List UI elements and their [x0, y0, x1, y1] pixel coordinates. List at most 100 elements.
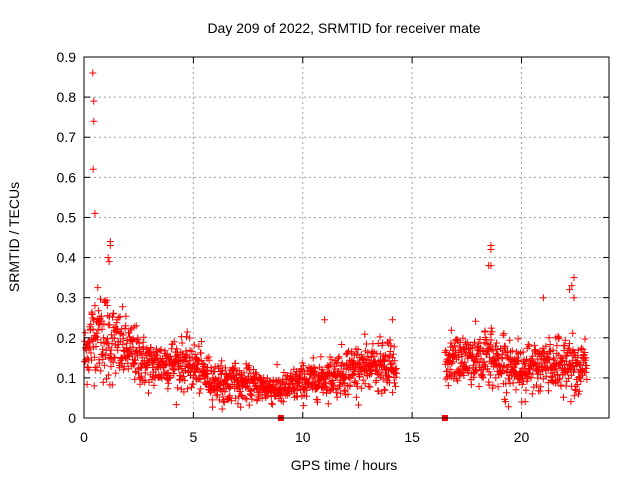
data-point — [140, 345, 147, 353]
data-point — [389, 388, 397, 396]
data-point — [107, 346, 115, 354]
data-point — [93, 363, 101, 371]
x-tick-label: 0 — [80, 429, 88, 445]
data-point — [380, 386, 388, 394]
data-point — [220, 397, 228, 405]
data-point — [389, 360, 397, 368]
data-point — [90, 117, 98, 125]
data-point — [479, 374, 487, 382]
data-point — [332, 359, 340, 367]
data-point — [108, 331, 115, 339]
data-point — [299, 362, 307, 370]
data-point — [197, 349, 205, 357]
data-point — [90, 353, 98, 361]
data-point — [95, 307, 103, 315]
data-point — [122, 312, 130, 320]
data-point — [499, 331, 507, 339]
data-point — [178, 339, 186, 347]
data-point — [352, 393, 360, 401]
data-point — [100, 361, 108, 369]
data-point — [571, 386, 579, 393]
data-point — [84, 339, 92, 347]
data-point — [493, 339, 501, 347]
data-point — [183, 328, 191, 336]
data-point — [472, 367, 480, 375]
data-point — [172, 401, 180, 409]
data-point — [545, 387, 552, 395]
data-point — [293, 387, 301, 395]
data-point — [542, 342, 550, 350]
data-point — [212, 391, 220, 399]
y-tick-label: 0.1 — [57, 370, 77, 386]
data-point — [177, 348, 185, 356]
data-point — [113, 326, 120, 334]
data-point — [108, 340, 116, 348]
data-point — [245, 401, 253, 409]
data-point — [476, 335, 484, 343]
data-point — [376, 333, 384, 341]
data-point — [487, 336, 495, 344]
data-point — [231, 360, 239, 367]
data-point — [506, 336, 514, 344]
data-point — [279, 398, 287, 406]
data-point — [230, 365, 238, 373]
data-point — [253, 370, 261, 378]
data-point — [493, 346, 501, 353]
data-point — [136, 374, 144, 382]
data-point — [381, 386, 389, 394]
data-point — [583, 376, 591, 383]
data-point — [388, 316, 396, 324]
data-point — [189, 380, 197, 388]
data-point — [190, 341, 198, 349]
data-point — [519, 348, 527, 356]
data-point — [170, 370, 178, 378]
data-point — [269, 400, 277, 408]
data-point — [141, 376, 149, 384]
data-point — [481, 327, 489, 335]
data-point — [106, 242, 114, 249]
data-point — [570, 294, 578, 302]
data-point — [539, 294, 547, 302]
data-point — [485, 368, 493, 376]
data-point — [564, 344, 572, 352]
data-point — [505, 403, 513, 411]
data-point — [241, 394, 249, 402]
data-point — [358, 384, 366, 392]
data-point — [488, 328, 496, 336]
data-point — [447, 326, 455, 334]
data-point — [494, 383, 502, 391]
x-axis-label: GPS time / hours — [291, 457, 398, 473]
data-point — [379, 375, 387, 383]
data-point — [359, 376, 367, 384]
data-point — [204, 370, 212, 377]
data-point — [577, 366, 585, 374]
data-point — [335, 353, 343, 361]
data-point — [194, 364, 202, 372]
data-point — [220, 398, 228, 406]
data-point — [92, 366, 100, 374]
data-point — [556, 374, 564, 382]
data-point — [112, 369, 120, 377]
data-point — [237, 392, 245, 399]
data-point — [217, 362, 225, 370]
data-point — [447, 339, 455, 347]
data-point — [338, 341, 346, 348]
data-point — [108, 381, 116, 389]
data-point — [99, 378, 107, 386]
data-point — [470, 361, 477, 369]
data-point — [457, 370, 465, 378]
data-point — [560, 393, 567, 401]
data-point — [373, 367, 381, 375]
data-point — [566, 340, 573, 348]
data-point — [309, 354, 317, 362]
data-point — [115, 313, 123, 321]
data-point — [300, 402, 308, 410]
data-point — [219, 393, 227, 401]
data-point — [563, 377, 571, 385]
data-point — [242, 360, 250, 368]
data-point — [340, 387, 348, 395]
data-point — [346, 381, 354, 389]
data-point — [103, 302, 111, 309]
data-point — [134, 352, 141, 360]
data-point — [381, 358, 388, 365]
